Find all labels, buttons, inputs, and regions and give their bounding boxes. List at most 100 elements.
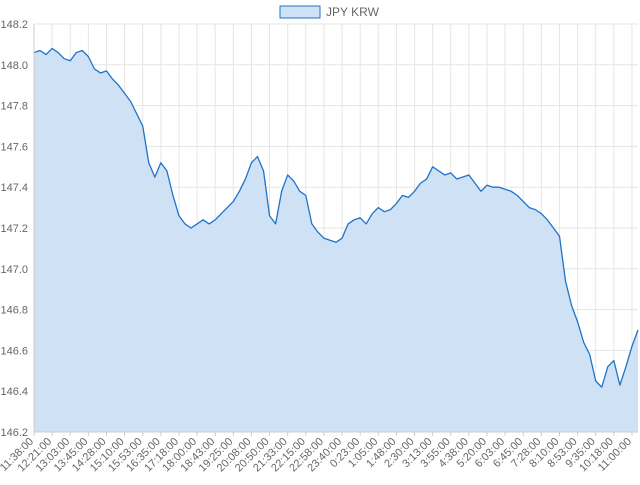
- data-point[interactable]: [346, 221, 351, 226]
- data-point[interactable]: [68, 58, 73, 63]
- data-point[interactable]: [170, 193, 175, 198]
- data-point[interactable]: [86, 54, 91, 59]
- data-point[interactable]: [309, 221, 314, 226]
- data-point[interactable]: [128, 99, 133, 104]
- data-point[interactable]: [315, 230, 320, 235]
- data-point[interactable]: [454, 177, 459, 182]
- data-point[interactable]: [92, 66, 97, 71]
- data-point[interactable]: [442, 172, 447, 177]
- data-point[interactable]: [183, 221, 188, 226]
- data-point[interactable]: [370, 211, 375, 216]
- data-point[interactable]: [237, 189, 242, 194]
- data-point[interactable]: [400, 193, 405, 198]
- data-point[interactable]: [321, 236, 326, 241]
- data-point[interactable]: [267, 213, 272, 218]
- data-point[interactable]: [382, 209, 387, 214]
- data-point[interactable]: [497, 185, 502, 190]
- data-point[interactable]: [491, 185, 496, 190]
- data-point[interactable]: [352, 217, 357, 222]
- data-point[interactable]: [140, 124, 145, 129]
- data-point[interactable]: [569, 303, 574, 308]
- data-point[interactable]: [575, 319, 580, 324]
- data-point[interactable]: [303, 193, 308, 198]
- data-point[interactable]: [134, 111, 139, 116]
- data-point[interactable]: [80, 48, 85, 53]
- data-point[interactable]: [364, 221, 369, 226]
- data-point[interactable]: [539, 211, 544, 216]
- data-point[interactable]: [158, 160, 163, 165]
- data-point[interactable]: [521, 199, 526, 204]
- data-point[interactable]: [122, 91, 127, 96]
- data-point[interactable]: [261, 168, 266, 173]
- data-point[interactable]: [334, 240, 339, 245]
- data-point[interactable]: [56, 50, 61, 55]
- data-point[interactable]: [605, 364, 610, 369]
- data-point[interactable]: [581, 340, 586, 345]
- data-point[interactable]: [219, 211, 224, 216]
- data-point[interactable]: [291, 179, 296, 184]
- data-point[interactable]: [551, 226, 556, 231]
- data-point[interactable]: [424, 177, 429, 182]
- data-point[interactable]: [74, 50, 79, 55]
- data-point[interactable]: [255, 154, 260, 159]
- data-point[interactable]: [617, 383, 622, 388]
- data-point[interactable]: [358, 215, 363, 220]
- data-point[interactable]: [327, 238, 332, 243]
- data-point[interactable]: [207, 221, 212, 226]
- data-point[interactable]: [110, 77, 115, 82]
- data-point[interactable]: [412, 189, 417, 194]
- data-point[interactable]: [611, 358, 616, 363]
- data-point[interactable]: [599, 385, 604, 390]
- data-point[interactable]: [195, 221, 200, 226]
- data-point[interactable]: [152, 175, 157, 180]
- data-point[interactable]: [563, 279, 568, 284]
- data-point[interactable]: [430, 164, 435, 169]
- data-point[interactable]: [376, 205, 381, 210]
- data-point[interactable]: [418, 181, 423, 186]
- data-point[interactable]: [587, 352, 592, 357]
- data-point[interactable]: [503, 187, 508, 192]
- data-point[interactable]: [388, 207, 393, 212]
- data-point[interactable]: [231, 199, 236, 204]
- data-point[interactable]: [533, 207, 538, 212]
- data-point[interactable]: [104, 68, 109, 73]
- data-point[interactable]: [50, 46, 55, 51]
- data-point[interactable]: [636, 328, 640, 333]
- data-point[interactable]: [44, 52, 49, 57]
- data-point[interactable]: [485, 183, 490, 188]
- data-point[interactable]: [436, 168, 441, 173]
- data-point[interactable]: [472, 181, 477, 186]
- data-point[interactable]: [279, 189, 284, 194]
- data-point[interactable]: [213, 217, 218, 222]
- data-point[interactable]: [189, 226, 194, 231]
- data-point[interactable]: [448, 170, 453, 175]
- data-point[interactable]: [225, 205, 230, 210]
- data-point[interactable]: [201, 217, 206, 222]
- data-point[interactable]: [285, 172, 290, 177]
- data-point[interactable]: [146, 160, 151, 165]
- data-point[interactable]: [515, 193, 520, 198]
- data-point[interactable]: [478, 189, 483, 194]
- data-point[interactable]: [509, 189, 514, 194]
- data-point[interactable]: [593, 379, 598, 384]
- data-point[interactable]: [249, 160, 254, 165]
- legend[interactable]: JPY KRW: [280, 5, 380, 19]
- data-point[interactable]: [62, 56, 67, 61]
- data-point[interactable]: [176, 213, 181, 218]
- data-point[interactable]: [460, 175, 465, 180]
- data-point[interactable]: [38, 48, 43, 53]
- data-point[interactable]: [466, 172, 471, 177]
- data-point[interactable]: [406, 195, 411, 200]
- data-point[interactable]: [545, 217, 550, 222]
- data-point[interactable]: [623, 364, 628, 369]
- data-point[interactable]: [98, 70, 103, 75]
- data-point[interactable]: [243, 177, 248, 182]
- data-point[interactable]: [297, 189, 302, 194]
- data-point[interactable]: [629, 344, 634, 349]
- data-point[interactable]: [164, 168, 169, 173]
- data-point[interactable]: [340, 236, 345, 241]
- data-point[interactable]: [557, 234, 562, 239]
- data-point[interactable]: [116, 83, 121, 88]
- data-point[interactable]: [394, 201, 399, 206]
- data-point[interactable]: [273, 221, 278, 226]
